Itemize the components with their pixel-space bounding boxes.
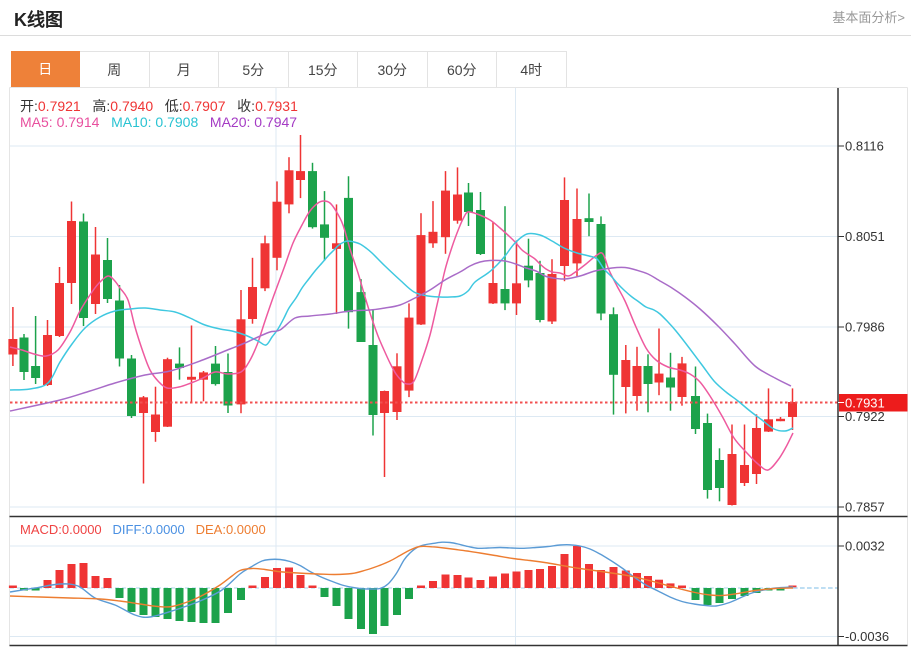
- svg-text:0.7986: 0.7986: [845, 320, 885, 335]
- svg-text:0.0032: 0.0032: [845, 539, 885, 554]
- svg-text:0.8116: 0.8116: [845, 139, 884, 154]
- svg-text:-0.0036: -0.0036: [845, 629, 889, 644]
- svg-text:0.8051: 0.8051: [845, 229, 885, 244]
- svg-text:0.7922: 0.7922: [845, 409, 885, 424]
- svg-text:0.7857: 0.7857: [845, 500, 885, 515]
- svg-text:0.7931: 0.7931: [845, 396, 885, 411]
